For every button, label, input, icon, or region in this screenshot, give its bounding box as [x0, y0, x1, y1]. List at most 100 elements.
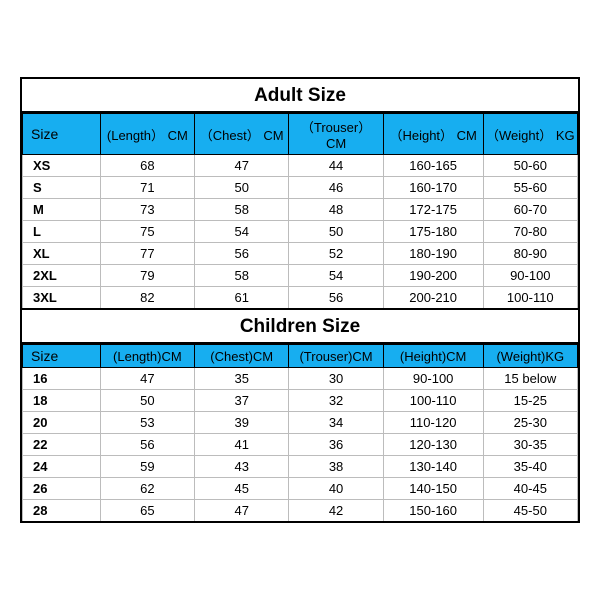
cell: 44	[289, 155, 383, 177]
table-row: XS 68 47 44 160-165 50-60	[23, 155, 578, 177]
cell: 36	[289, 434, 383, 456]
col-length: (Length)CM	[100, 345, 194, 368]
cell: 54	[289, 265, 383, 287]
cell: 32	[289, 390, 383, 412]
col-size: Size	[23, 345, 101, 368]
table-row: 3XL 82 61 56 200-210 100-110	[23, 287, 578, 310]
size-chart: Adult Size Size (Length） CM （Chest） CM （…	[20, 77, 580, 523]
cell: 160-165	[383, 155, 483, 177]
cell: 68	[100, 155, 194, 177]
cell-size: 18	[23, 390, 101, 412]
cell-size: 2XL	[23, 265, 101, 287]
table-row: L 75 54 50 175-180 70-80	[23, 221, 578, 243]
cell: 175-180	[383, 221, 483, 243]
table-row: 18 50 37 32 100-110 15-25	[23, 390, 578, 412]
table-row: 28 65 47 42 150-160 45-50	[23, 500, 578, 523]
adult-table: Size (Length） CM （Chest） CM （Trouser） CM…	[22, 113, 578, 310]
col-weight: (Weight)KG	[483, 345, 577, 368]
cell: 80-90	[483, 243, 577, 265]
cell: 39	[195, 412, 289, 434]
adult-body: XS 68 47 44 160-165 50-60 S 71 50 46 160…	[23, 155, 578, 310]
cell-size: 16	[23, 368, 101, 390]
cell: 110-120	[383, 412, 483, 434]
cell: 61	[195, 287, 289, 310]
cell-size: 22	[23, 434, 101, 456]
cell-size: 28	[23, 500, 101, 523]
col-weight: （Weight） KG	[483, 114, 577, 155]
cell: 77	[100, 243, 194, 265]
col-chest: （Chest） CM	[195, 114, 289, 155]
adult-title: Adult Size	[22, 77, 578, 113]
cell: 100-110	[483, 287, 577, 310]
cell: 35	[195, 368, 289, 390]
cell: 15-25	[483, 390, 577, 412]
cell-size: 20	[23, 412, 101, 434]
children-table: Size (Length)CM (Chest)CM (Trouser)CM (H…	[22, 344, 578, 523]
cell: 56	[289, 287, 383, 310]
cell: 38	[289, 456, 383, 478]
cell-size: XS	[23, 155, 101, 177]
cell: 53	[100, 412, 194, 434]
cell: 54	[195, 221, 289, 243]
cell: 172-175	[383, 199, 483, 221]
col-height: (Height)CM	[383, 345, 483, 368]
table-row: 16 47 35 30 90-100 15 below	[23, 368, 578, 390]
cell: 79	[100, 265, 194, 287]
cell: 37	[195, 390, 289, 412]
cell: 59	[100, 456, 194, 478]
cell: 40-45	[483, 478, 577, 500]
cell: 73	[100, 199, 194, 221]
cell: 34	[289, 412, 383, 434]
children-title: Children Size	[22, 310, 578, 344]
cell: 71	[100, 177, 194, 199]
cell: 50-60	[483, 155, 577, 177]
col-chest: (Chest)CM	[195, 345, 289, 368]
table-row: M 73 58 48 172-175 60-70	[23, 199, 578, 221]
cell: 50	[195, 177, 289, 199]
cell: 40	[289, 478, 383, 500]
cell-size: M	[23, 199, 101, 221]
cell: 45-50	[483, 500, 577, 523]
cell-size: S	[23, 177, 101, 199]
cell: 50	[100, 390, 194, 412]
cell: 82	[100, 287, 194, 310]
col-length: (Length） CM	[100, 114, 194, 155]
table-row: 22 56 41 36 120-130 30-35	[23, 434, 578, 456]
cell: 150-160	[383, 500, 483, 523]
cell: 52	[289, 243, 383, 265]
cell: 90-100	[383, 368, 483, 390]
cell: 130-140	[383, 456, 483, 478]
cell: 46	[289, 177, 383, 199]
cell: 56	[195, 243, 289, 265]
cell-size: 26	[23, 478, 101, 500]
cell-size: XL	[23, 243, 101, 265]
table-row: XL 77 56 52 180-190 80-90	[23, 243, 578, 265]
children-body: 16 47 35 30 90-100 15 below 18 50 37 32 …	[23, 368, 578, 523]
col-trouser: （Trouser） CM	[289, 114, 383, 155]
cell: 15 below	[483, 368, 577, 390]
cell: 160-170	[383, 177, 483, 199]
cell: 47	[195, 155, 289, 177]
cell: 56	[100, 434, 194, 456]
cell: 90-100	[483, 265, 577, 287]
cell: 62	[100, 478, 194, 500]
cell: 180-190	[383, 243, 483, 265]
cell: 140-150	[383, 478, 483, 500]
table-row: 2XL 79 58 54 190-200 90-100	[23, 265, 578, 287]
cell: 45	[195, 478, 289, 500]
cell: 58	[195, 265, 289, 287]
children-header-row: Size (Length)CM (Chest)CM (Trouser)CM (H…	[23, 345, 578, 368]
cell: 120-130	[383, 434, 483, 456]
cell: 65	[100, 500, 194, 523]
cell-size: 3XL	[23, 287, 101, 310]
cell: 47	[100, 368, 194, 390]
cell: 75	[100, 221, 194, 243]
cell: 55-60	[483, 177, 577, 199]
table-row: 24 59 43 38 130-140 35-40	[23, 456, 578, 478]
cell: 58	[195, 199, 289, 221]
cell: 42	[289, 500, 383, 523]
table-row: S 71 50 46 160-170 55-60	[23, 177, 578, 199]
cell: 30-35	[483, 434, 577, 456]
cell: 190-200	[383, 265, 483, 287]
col-size: Size	[23, 114, 101, 155]
